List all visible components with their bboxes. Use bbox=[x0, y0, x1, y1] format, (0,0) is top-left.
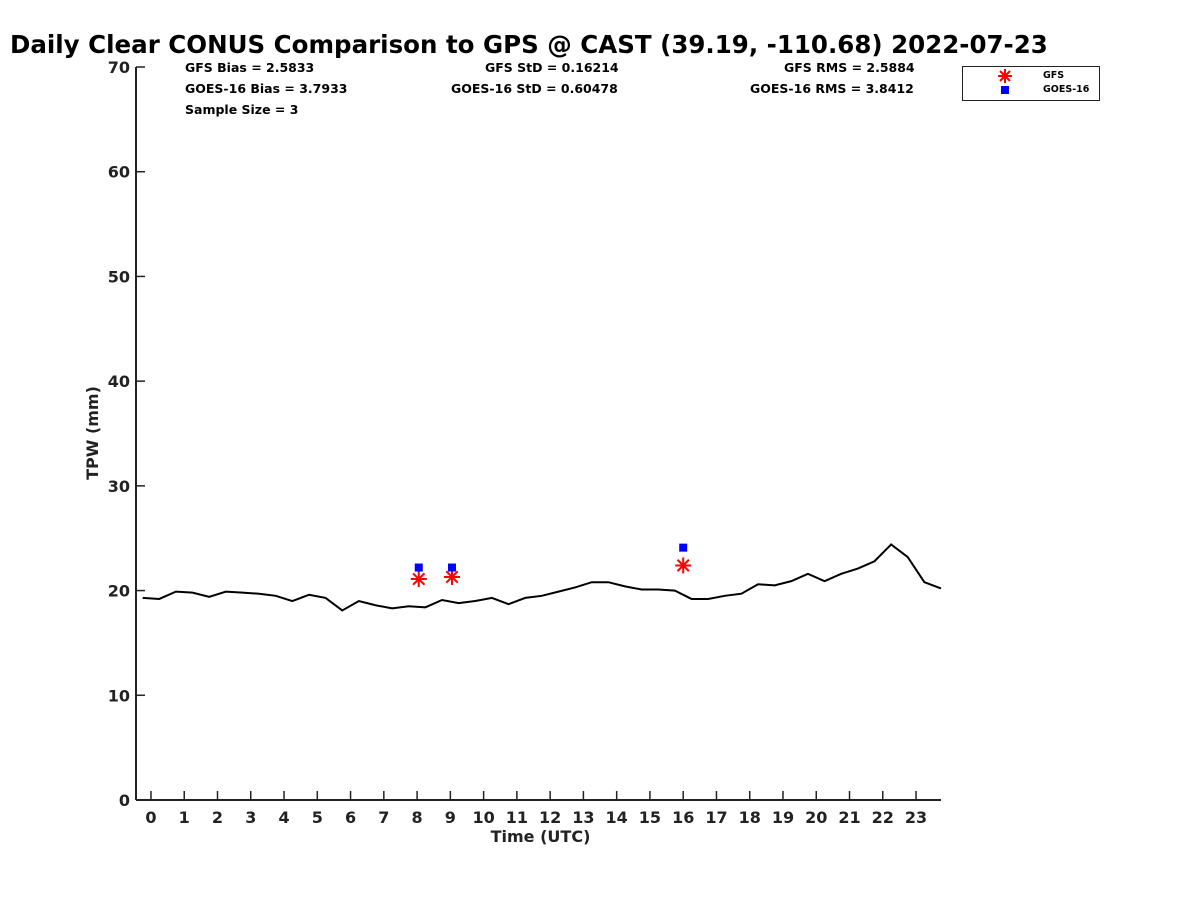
legend-goes-marker bbox=[1001, 86, 1009, 94]
x-tick-label: 2 bbox=[212, 808, 223, 827]
x-tick-label: 9 bbox=[445, 808, 456, 827]
gfs-point bbox=[444, 568, 461, 585]
goes-rms-stat: GOES-16 RMS = 3.8412 bbox=[750, 81, 914, 96]
x-tick-label: 10 bbox=[472, 808, 494, 827]
y-axis-label: TPW (mm) bbox=[83, 386, 102, 480]
legend: GFS GOES-16 bbox=[962, 66, 1100, 101]
x-tick-label: 19 bbox=[772, 808, 794, 827]
x-tick-label: 5 bbox=[312, 808, 323, 827]
sample-size-stat: Sample Size = 3 bbox=[185, 102, 299, 117]
x-tick-label: 8 bbox=[412, 808, 423, 827]
x-axis-label: Time (UTC) bbox=[491, 827, 591, 846]
y-tick-label: 50 bbox=[108, 267, 130, 286]
legend-goes-label: GOES-16 bbox=[1043, 84, 1090, 95]
x-tick-label: 21 bbox=[838, 808, 860, 827]
x-tick-label: 4 bbox=[278, 808, 289, 827]
x-tick-label: 15 bbox=[639, 808, 661, 827]
x-tick-label: 6 bbox=[345, 808, 356, 827]
goes-point bbox=[414, 563, 423, 572]
x-tick-label: 13 bbox=[572, 808, 594, 827]
y-tick-label: 70 bbox=[108, 58, 130, 77]
y-tick-label: 0 bbox=[119, 791, 130, 810]
chart-title: Daily Clear CONUS Comparison to GPS @ CA… bbox=[10, 30, 1048, 59]
x-tick-label: 23 bbox=[905, 808, 927, 827]
gfs-point bbox=[410, 571, 427, 588]
x-tick-label: 3 bbox=[245, 808, 256, 827]
gfs-rms-stat: GFS RMS = 2.5884 bbox=[784, 60, 915, 75]
gfs-point bbox=[675, 557, 692, 574]
x-tick-label: 0 bbox=[145, 808, 156, 827]
y-tick-label: 10 bbox=[108, 686, 130, 705]
y-tick-label: 20 bbox=[108, 582, 130, 601]
goes-bias-stat: GOES-16 Bias = 3.7933 bbox=[185, 81, 348, 96]
x-tick-label: 16 bbox=[672, 808, 694, 827]
gfs-bias-stat: GFS Bias = 2.5833 bbox=[185, 60, 315, 75]
legend-markers bbox=[998, 69, 1012, 94]
x-tick-label: 1 bbox=[179, 808, 190, 827]
goes-point bbox=[448, 563, 457, 572]
x-tick-label: 22 bbox=[872, 808, 894, 827]
y-tick-label: 60 bbox=[108, 163, 130, 182]
y-tick-label: 40 bbox=[108, 372, 130, 391]
y-tick-label: 30 bbox=[108, 477, 130, 496]
x-tick-label: 7 bbox=[378, 808, 389, 827]
legend-gfs-marker bbox=[998, 69, 1012, 83]
x-tick-label: 18 bbox=[739, 808, 761, 827]
goes-point bbox=[679, 543, 688, 552]
goes-std-stat: GOES-16 StD = 0.60478 bbox=[451, 81, 618, 96]
gfs-std-stat: GFS StD = 0.16214 bbox=[485, 60, 619, 75]
legend-gfs-label: GFS bbox=[1043, 70, 1065, 81]
x-tick-label: 14 bbox=[606, 808, 628, 827]
x-tick-label: 17 bbox=[705, 808, 727, 827]
x-tick-label: 11 bbox=[506, 808, 528, 827]
x-tick-label: 12 bbox=[539, 808, 561, 827]
gps-tpw-line bbox=[142, 543, 942, 612]
x-tick-label: 20 bbox=[805, 808, 827, 827]
